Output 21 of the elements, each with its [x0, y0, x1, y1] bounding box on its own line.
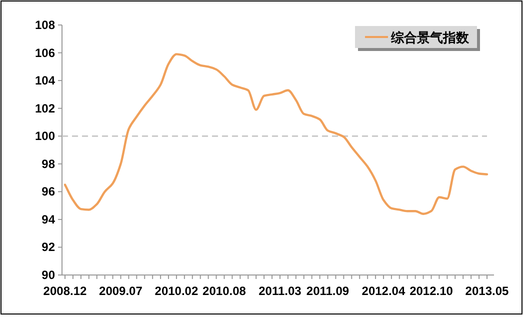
x-tick-label: 2010.08 — [202, 284, 246, 298]
y-tick-label: 102 — [34, 101, 56, 116]
x-tick-label: 2012.10 — [410, 284, 454, 298]
y-tick-label: 98 — [42, 156, 56, 171]
x-tick-label: 2011.09 — [306, 284, 350, 298]
legend-label: 综合景气指数 — [390, 30, 470, 45]
y-tick-label: 94 — [42, 212, 56, 226]
y-tick-label: 106 — [34, 46, 56, 60]
x-tick-label: 2009.07 — [99, 284, 143, 298]
legend: 综合景气指数 — [355, 26, 480, 51]
y-tick-label: 108 — [34, 18, 56, 32]
y-tick-label: 104 — [34, 74, 56, 88]
y-tick-label: 90 — [42, 268, 56, 282]
y-tick-label: 92 — [42, 240, 56, 254]
y-tick-label: 96 — [42, 184, 56, 199]
x-tick-label: 2010.02 — [154, 284, 198, 298]
y-tick-label: 100 — [34, 129, 56, 144]
x-tick-label: 2008.12 — [43, 284, 88, 298]
x-tick-label: 2013.05 — [465, 284, 510, 298]
x-tick-label: 2011.03 — [258, 284, 302, 298]
x-tick-label: 2012.04 — [362, 284, 406, 298]
